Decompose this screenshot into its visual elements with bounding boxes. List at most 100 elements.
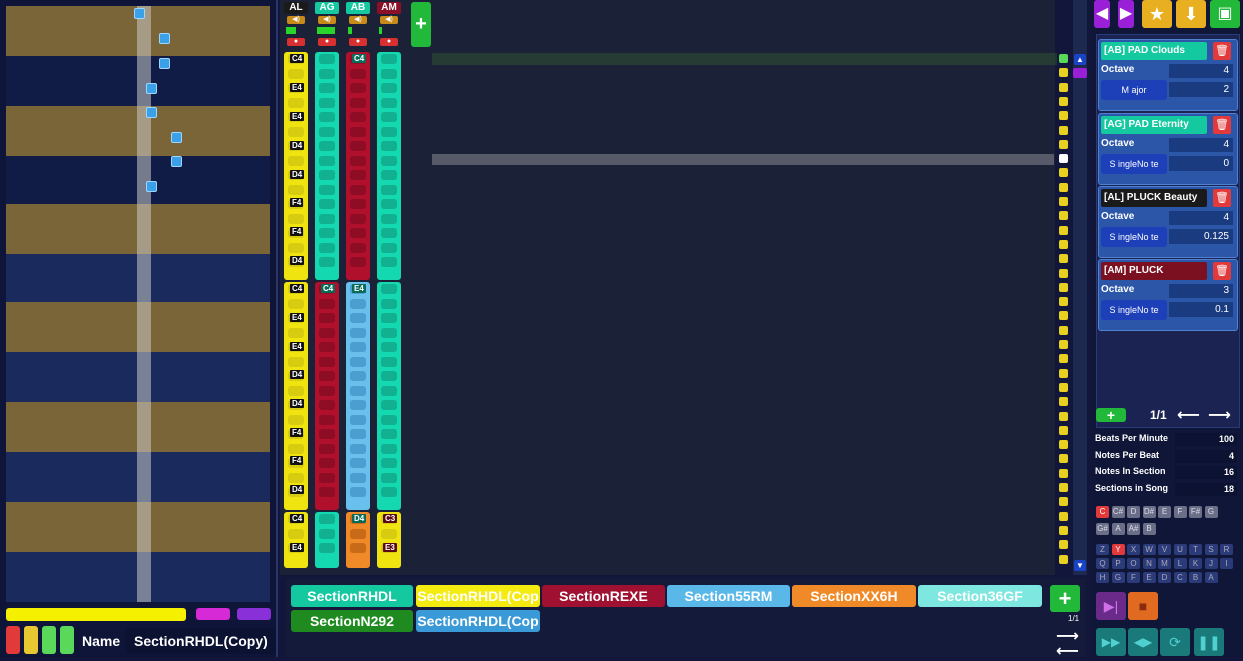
- pattern-dot[interactable]: [1059, 382, 1068, 392]
- track-header-al[interactable]: AL ◀) ●: [284, 2, 308, 46]
- key-button[interactable]: A: [1111, 523, 1125, 535]
- note-cell[interactable]: [381, 342, 397, 352]
- note-cell[interactable]: [350, 112, 366, 122]
- roll-note[interactable]: [171, 132, 182, 143]
- note-cell[interactable]: [319, 528, 335, 539]
- pattern-dot[interactable]: [1059, 225, 1068, 235]
- note-cell[interactable]: [350, 458, 366, 468]
- notes-per-beat-field[interactable]: 4: [1175, 450, 1237, 463]
- pattern-dot[interactable]: [1059, 268, 1068, 278]
- note-cell[interactable]: [381, 400, 397, 410]
- pattern-dot[interactable]: [1059, 139, 1068, 149]
- roll-tool-button[interactable]: [196, 608, 230, 620]
- note-cell[interactable]: [288, 356, 304, 367]
- section-button[interactable]: SectionREXE: [542, 585, 665, 607]
- note-cell[interactable]: [288, 443, 304, 454]
- note-cell[interactable]: [350, 385, 366, 396]
- key-button[interactable]: A: [1204, 572, 1218, 583]
- note-cell[interactable]: [288, 472, 304, 483]
- note-cell[interactable]: [381, 298, 397, 309]
- track-segment-am-1[interactable]: [377, 52, 401, 280]
- note-cell[interactable]: [319, 356, 335, 367]
- section-button[interactable]: SectionRHDL(Cop: [416, 610, 540, 632]
- note-cell[interactable]: [288, 242, 304, 253]
- key-button[interactable]: E: [1158, 506, 1171, 518]
- pattern-dot[interactable]: [1059, 154, 1068, 164]
- note-cell[interactable]: [288, 213, 304, 224]
- pattern-dot[interactable]: [1059, 311, 1068, 321]
- pattern-dot[interactable]: [1059, 68, 1068, 78]
- instrument-name[interactable]: [AB] PAD Clouds: [1101, 42, 1207, 60]
- scale-button[interactable]: S ingleNo te: [1101, 300, 1167, 320]
- track-segment-ag-1[interactable]: [315, 52, 339, 280]
- instrument-name[interactable]: [AL] PLUCK Beauty: [1101, 189, 1207, 207]
- scale-button[interactable]: S ingleNo te: [1101, 154, 1167, 174]
- roll-note[interactable]: [146, 181, 157, 192]
- note-cell[interactable]: [381, 228, 397, 238]
- trash-icon[interactable]: 🗑: [1213, 262, 1231, 280]
- key-button[interactable]: F: [1173, 506, 1187, 518]
- arrow-right-icon[interactable]: ⟶: [1208, 407, 1231, 424]
- note-cell[interactable]: [350, 342, 366, 352]
- note-cell[interactable]: [350, 543, 366, 553]
- pattern-dot[interactable]: [1059, 354, 1068, 364]
- note-cell[interactable]: [319, 298, 335, 309]
- note-cell[interactable]: [350, 170, 366, 180]
- pattern-dot[interactable]: [1059, 454, 1068, 464]
- note-cell[interactable]: [381, 429, 397, 439]
- bpm-field[interactable]: 100: [1175, 433, 1237, 446]
- scale-value[interactable]: 2: [1169, 82, 1233, 97]
- pattern-dot[interactable]: [1059, 111, 1068, 121]
- note-cell[interactable]: [381, 472, 397, 483]
- note-cell[interactable]: [381, 242, 397, 253]
- pattern-dot[interactable]: [1059, 282, 1068, 292]
- pattern-dot[interactable]: [1059, 325, 1068, 335]
- note-cell[interactable]: [350, 97, 366, 108]
- roll-tool-button-2[interactable]: [237, 608, 271, 620]
- key-button[interactable]: S: [1204, 544, 1218, 555]
- track-segment-ag-2[interactable]: [315, 282, 339, 510]
- note-cell[interactable]: [350, 298, 366, 309]
- note-cell[interactable]: [319, 443, 335, 454]
- track-header-ab[interactable]: AB ◀) ●: [346, 2, 370, 46]
- note-cell[interactable]: [319, 228, 335, 238]
- pattern-dot[interactable]: [1059, 182, 1068, 192]
- record-button[interactable]: [6, 626, 20, 654]
- instrument-card[interactable]: [AM] PLUCK 🗑 Octave 3 S ingleNo te 0.1: [1098, 259, 1238, 331]
- arrow-left-icon[interactable]: ⟵: [1056, 643, 1079, 660]
- roll-note[interactable]: [134, 8, 145, 19]
- key-button[interactable]: C#: [1111, 506, 1125, 518]
- note-cell[interactable]: [381, 199, 397, 209]
- skip-back-button[interactable]: [42, 626, 56, 654]
- roll-note[interactable]: [171, 156, 182, 167]
- note-cell[interactable]: [350, 356, 366, 367]
- pattern-dot[interactable]: [1059, 96, 1068, 106]
- note-cell[interactable]: [319, 112, 335, 122]
- trash-icon[interactable]: 🗑: [1213, 42, 1231, 60]
- key-button[interactable]: F#: [1189, 506, 1202, 518]
- speaker-icon[interactable]: ◀): [318, 16, 336, 24]
- pattern-dot[interactable]: [1059, 254, 1068, 264]
- key-button[interactable]: P: [1111, 558, 1125, 569]
- key-button[interactable]: X: [1127, 544, 1140, 555]
- roll-scrollbar[interactable]: [6, 608, 186, 621]
- key-button[interactable]: A#: [1127, 523, 1140, 535]
- pattern-dot[interactable]: [1059, 239, 1068, 249]
- key-button[interactable]: B: [1142, 523, 1156, 535]
- note-cell[interactable]: [350, 68, 366, 79]
- note-cell[interactable]: [288, 68, 304, 79]
- pattern-dot[interactable]: [1059, 468, 1068, 478]
- pattern-dot[interactable]: [1059, 440, 1068, 450]
- note-cell[interactable]: [381, 170, 397, 180]
- scroll-thumb[interactable]: [1073, 68, 1087, 78]
- track-segment-am-2[interactable]: [377, 282, 401, 510]
- pattern-dot[interactable]: [1059, 397, 1068, 407]
- lock-button[interactable]: [24, 626, 38, 654]
- note-cell[interactable]: [350, 257, 366, 267]
- note-cell[interactable]: [381, 83, 397, 93]
- pattern-dot[interactable]: [1059, 411, 1068, 421]
- key-button[interactable]: H: [1096, 572, 1109, 583]
- roll-note[interactable]: [146, 107, 157, 118]
- key-button[interactable]: Z: [1096, 544, 1109, 555]
- scroll-up-icon[interactable]: ▲: [1074, 54, 1086, 65]
